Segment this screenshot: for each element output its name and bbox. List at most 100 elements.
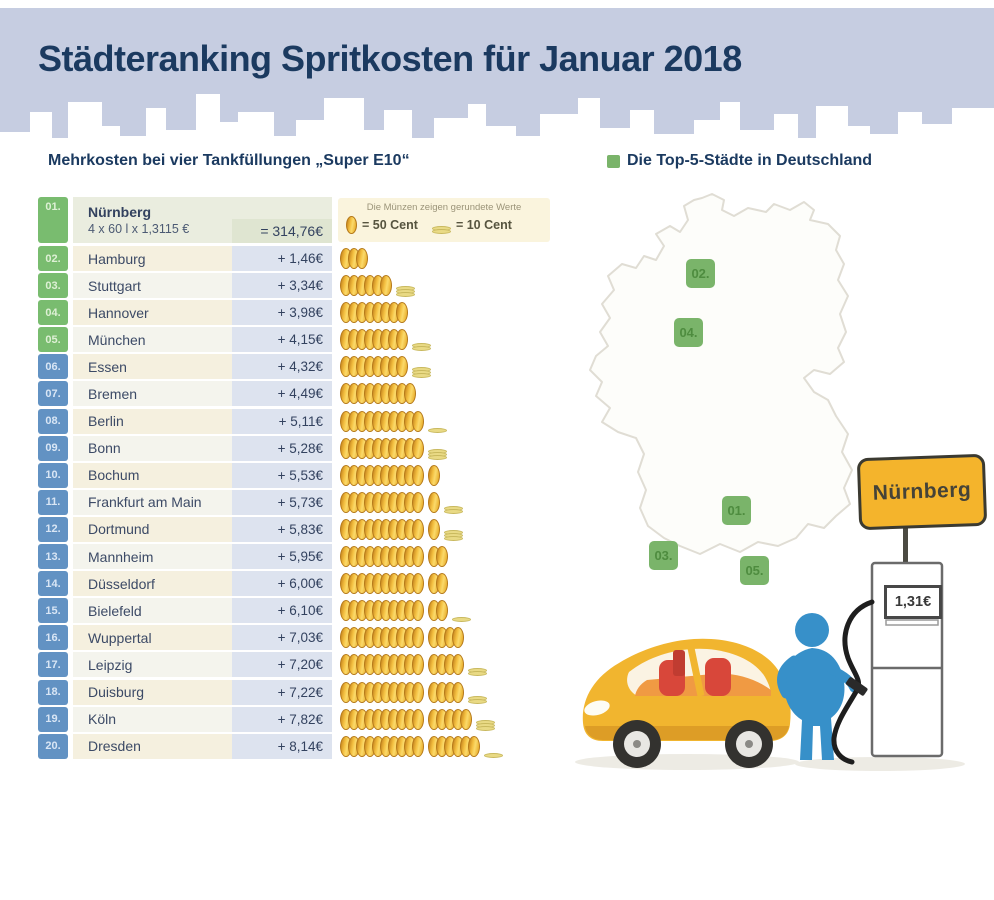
city-name: Bochum [88, 467, 140, 484]
germany-map [589, 193, 853, 555]
city-name: Bielefeld [88, 602, 142, 619]
extra-cost-value: + 8,14€ [232, 733, 332, 759]
ranking-row: 11. Frankfurt am Main + 5,73€ [38, 489, 578, 515]
coin-pictogram [340, 544, 452, 569]
rank-badge: 05. [38, 327, 68, 353]
coin-10cent-icon [484, 752, 503, 758]
coin-50cent-icon [412, 708, 424, 730]
rank-badge: 04. [38, 300, 68, 326]
ranking-row: 14. Düsseldorf + 6,00€ [38, 571, 578, 597]
coin-50cent-icon [346, 216, 357, 234]
extra-cost-value: + 5,53€ [232, 462, 332, 488]
rank-badge: 19. [38, 706, 68, 732]
coin-10cent-label: = 10 Cent [455, 218, 512, 232]
coin-group [340, 356, 408, 378]
coin-10cent-icon [431, 226, 451, 234]
coin-group [428, 681, 464, 703]
coin-group [340, 275, 392, 297]
coin-50cent-icon [412, 735, 424, 757]
city-name: Berlin [88, 413, 124, 430]
coin-50cent-icon [412, 600, 424, 622]
front-wheel [613, 720, 661, 768]
city-name: Hamburg [88, 250, 146, 267]
coin-50cent-icon [436, 573, 448, 595]
rank-badge: 18. [38, 679, 68, 705]
coin-50cent-icon [452, 681, 464, 703]
sign-pole [903, 518, 908, 570]
extra-cost-value: + 7,20€ [232, 652, 332, 678]
coin-group [340, 627, 424, 649]
coin-50cent-icon [412, 681, 424, 703]
coin-group [340, 573, 424, 595]
extra-cost-value: + 6,10€ [232, 598, 332, 624]
rank-badge: 08. [38, 408, 68, 434]
coin-pictogram [340, 652, 487, 677]
row-strip: Frankfurt am Main + 5,73€ [73, 489, 332, 515]
coin-10cent-icon [476, 725, 495, 731]
coin-10cent-icon [468, 698, 487, 704]
page-title: Städteranking Spritkosten für Januar 201… [38, 38, 742, 79]
city-name: Köln [88, 711, 117, 728]
coin-group [428, 708, 472, 730]
extra-cost-value: + 1,46€ [232, 246, 332, 271]
coin-50cent-label: = 50 Cent [362, 218, 418, 232]
coin-10cent-icon [428, 454, 447, 460]
coin-group [340, 491, 424, 513]
ranking-row: 12. Dortmund + 5,83€ [38, 516, 578, 542]
ranking-row: 02. Hamburg + 1,46€ [38, 246, 578, 271]
coin-group [340, 248, 368, 269]
coin-group [340, 329, 408, 351]
pump-price-display: 1,31€ [884, 585, 942, 619]
city-name: Essen [88, 358, 127, 375]
coin-10cent-icon [428, 427, 447, 433]
flat-coin-pile [468, 695, 487, 704]
ranking-row: 10. Bochum + 5,53€ [38, 462, 578, 488]
coin-pictogram [340, 300, 412, 325]
flat-coin-pile [452, 617, 471, 623]
row-strip: Bonn + 5,28€ [73, 435, 332, 461]
rank-badge: 11. [38, 489, 68, 515]
coin-group [340, 410, 424, 432]
coin-50cent-icon [404, 383, 416, 405]
city-name: München [88, 331, 146, 348]
fuel-nozzle [845, 677, 868, 696]
flat-coin-pile [396, 286, 415, 298]
coin-pictogram [340, 436, 447, 461]
rank-badge: 10. [38, 462, 68, 488]
coin-group [340, 735, 424, 757]
extra-cost-value: + 6,00€ [232, 571, 332, 597]
extra-cost-value: + 5,73€ [232, 489, 332, 515]
row-strip: Hannover + 3,98€ [73, 300, 332, 326]
ranking-row: 09. Bonn + 5,28€ [38, 435, 578, 461]
row-strip: Stuttgart + 3,34€ [73, 273, 332, 299]
rank-badge: 07. [38, 381, 68, 407]
coin-50cent-icon [412, 573, 424, 595]
row-strip: Duisburg + 7,22€ [73, 679, 332, 705]
coin-50cent-icon [412, 410, 424, 432]
rank-badge: 09. [38, 435, 68, 461]
extra-cost-value: + 4,49€ [232, 381, 332, 407]
car-seat [705, 658, 731, 696]
coin-10cent-icon [444, 535, 463, 541]
ranking-row: 05. München + 4,15€ [38, 327, 578, 353]
coin-legend: Die Münzen zeigen gerundete Werte = 50 C… [338, 198, 550, 242]
extra-cost-value: + 5,28€ [232, 435, 332, 461]
coin-group [340, 654, 424, 676]
row-strip: Dresden + 8,14€ [73, 733, 332, 759]
town-sign-label: Nürnberg [872, 478, 972, 505]
coin-group [340, 600, 424, 622]
coin-pictogram [340, 246, 372, 271]
flat-coin-pile [484, 752, 503, 758]
row-strip: Leipzig + 7,20€ [73, 652, 332, 678]
coin-50cent-icon [412, 546, 424, 568]
map-marker-02: 02. [686, 259, 715, 288]
city-name: Dortmund [88, 521, 150, 538]
extra-cost-value: + 7,82€ [232, 706, 332, 732]
ranking-row: 07. Bremen + 4,49€ [38, 381, 578, 407]
rear-wheel [725, 720, 773, 768]
city-name-block: Nürnberg 4 x 60 l x 1,3115 € [73, 203, 189, 237]
rank-badge: 20. [38, 733, 68, 759]
rank-badge: 02. [38, 246, 68, 271]
coin-group [428, 573, 448, 595]
